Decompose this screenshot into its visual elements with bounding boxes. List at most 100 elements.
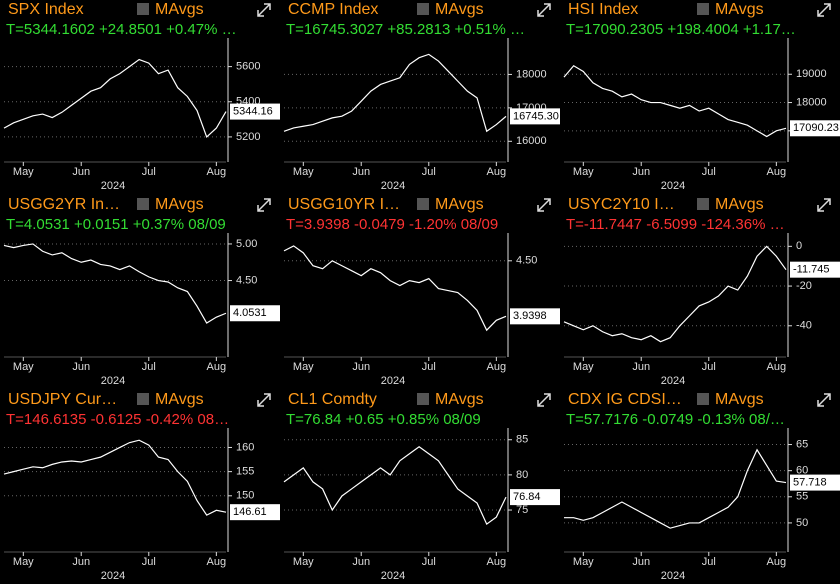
- x-axis-label: 2024: [381, 180, 405, 192]
- expand-icon: [537, 198, 551, 212]
- stats: T=57.7176 -0.0749 -0.13% 08/…: [566, 411, 785, 428]
- last-value-label: 4.0531: [233, 307, 267, 319]
- y-tick-label: 160: [236, 441, 254, 453]
- stats: T=5344.1602 +24.8501 +0.47% …: [6, 21, 237, 38]
- chart-title: USGG10YR I…: [288, 196, 400, 213]
- x-tick-label: Jun: [632, 556, 650, 568]
- mavgs-label: MAvgs: [435, 391, 484, 408]
- x-tick-label: Jul: [702, 166, 716, 178]
- last-value-box: [510, 108, 560, 125]
- mavgs-label: MAvgs: [155, 391, 204, 408]
- x-tick-label: Aug: [207, 556, 227, 568]
- y-tick-label: 65: [796, 438, 808, 450]
- expand-icon: [537, 393, 551, 407]
- x-tick-label: Jun: [352, 556, 370, 568]
- x-tick-label: May: [573, 166, 594, 178]
- last-value-label: 5344.16: [233, 105, 273, 117]
- last-value-label: 57.718: [793, 476, 827, 488]
- expand-icon: [817, 3, 831, 17]
- last-value-label: -11.745: [793, 264, 830, 276]
- x-axis-label: 2024: [101, 180, 125, 192]
- x-tick-label: Jul: [142, 556, 156, 568]
- stats: T=16745.3027 +85.2813 +0.51% …: [286, 21, 525, 38]
- x-tick-label: May: [573, 556, 594, 568]
- x-tick-label: Jul: [142, 166, 156, 178]
- expand-icon: [257, 198, 271, 212]
- x-tick-label: Jun: [72, 166, 90, 178]
- last-value-box: [510, 308, 560, 325]
- stats: T=146.6135 -0.6125 -0.42% 08…: [6, 411, 229, 428]
- stats: T=3.9398 -0.0479 -1.20% 08/09: [286, 216, 498, 233]
- price-line: [563, 245, 787, 343]
- last-value-box: [230, 305, 280, 322]
- mavgs-checkbox: [417, 198, 429, 210]
- x-tick-label: May: [293, 556, 314, 568]
- x-tick-label: Jul: [422, 166, 436, 178]
- x-tick-label: Jul: [702, 361, 716, 373]
- mavgs-label: MAvgs: [155, 196, 204, 213]
- y-tick-label: 5600: [236, 61, 260, 73]
- y-tick-label: -20: [796, 280, 812, 292]
- chart-title: USDJPY Cur…: [8, 391, 117, 408]
- stats: T=17090.2305 +198.4004 +1.17…: [566, 21, 796, 38]
- expand-icon: [257, 3, 271, 17]
- chart-title: CDX IG CDSI…: [568, 391, 682, 408]
- x-tick-label: May: [13, 166, 34, 178]
- x-tick-label: Jun: [632, 166, 650, 178]
- chart-title: CL1 Comdty: [288, 391, 377, 408]
- x-tick-label: Jul: [422, 556, 436, 568]
- mavgs-checkbox: [697, 198, 709, 210]
- last-value-box: [510, 489, 560, 506]
- price-line: [563, 64, 787, 138]
- x-tick-label: Aug: [487, 361, 507, 373]
- x-axis-label: 2024: [661, 375, 685, 387]
- x-tick-label: May: [573, 361, 594, 373]
- last-value-label: 16745.30: [513, 110, 559, 122]
- mavgs-checkbox: [417, 393, 429, 405]
- price-line: [283, 245, 507, 332]
- stats: T=76.84 +0.65 +0.85% 08/09: [286, 411, 481, 428]
- chart-title: CCMP Index: [288, 1, 378, 18]
- x-tick-label: Aug: [487, 556, 507, 568]
- expand-icon: [817, 393, 831, 407]
- mavgs-checkbox: [137, 198, 149, 210]
- stats: T=-11.7447 -6.5099 -124.36% …: [566, 216, 785, 233]
- mavgs-label: MAvgs: [435, 1, 484, 18]
- x-tick-label: May: [13, 556, 34, 568]
- x-tick-label: Aug: [767, 361, 787, 373]
- y-tick-label: 5.00: [236, 238, 257, 250]
- y-tick-label: 60: [796, 465, 808, 477]
- chart-title: HSI Index: [568, 1, 638, 18]
- price-line: [283, 446, 507, 526]
- chart-title: SPX Index: [8, 1, 84, 18]
- y-tick-label: 0: [796, 240, 802, 252]
- mavgs-label: MAvgs: [155, 1, 204, 18]
- last-value-box: [230, 504, 280, 521]
- mavgs-label: MAvgs: [715, 196, 764, 213]
- x-tick-label: Jun: [72, 556, 90, 568]
- last-value-box: [790, 261, 840, 278]
- mavgs-checkbox: [417, 3, 429, 15]
- x-tick-label: May: [293, 166, 314, 178]
- x-axis-label: 2024: [661, 570, 685, 582]
- y-tick-label: 16000: [516, 135, 547, 147]
- mavgs-label: MAvgs: [715, 1, 764, 18]
- mavgs-checkbox: [697, 393, 709, 405]
- y-tick-label: 75: [516, 504, 528, 516]
- x-tick-label: Jun: [632, 361, 650, 373]
- y-tick-label: 4.50: [516, 255, 537, 267]
- chart-title: USGG2YR In…: [8, 196, 120, 213]
- mavgs-checkbox: [137, 393, 149, 405]
- price-line: [3, 243, 227, 324]
- y-tick-label: 155: [236, 466, 254, 478]
- x-tick-label: Aug: [207, 361, 227, 373]
- x-tick-label: Aug: [207, 166, 227, 178]
- price-line: [3, 439, 227, 516]
- y-tick-label: 85: [516, 434, 528, 446]
- chart-title: USYC2Y10 I…: [568, 196, 675, 213]
- last-value-box: [790, 120, 840, 137]
- last-value-label: 17090.23: [793, 122, 839, 134]
- x-axis-label: 2024: [381, 570, 405, 582]
